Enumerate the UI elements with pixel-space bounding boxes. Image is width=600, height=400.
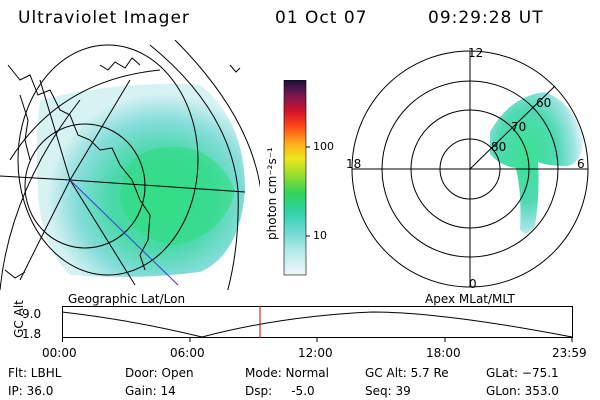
scan-track-line: [69, 179, 179, 286]
colorbar-gradient: [283, 80, 307, 276]
status-glon: GLon: 353.0: [486, 384, 559, 398]
geographic-map: [0, 40, 260, 290]
polar-plot-caption: Apex MLat/MLT: [425, 292, 515, 306]
latitude-arc: [9, 69, 161, 161]
polar-axis-diagonal: [469, 85, 556, 170]
status-glat: GLat: −75.1: [486, 366, 559, 380]
colorbar: photon cm⁻²s⁻¹: [265, 80, 310, 276]
meridian-line: [69, 179, 246, 193]
colorbar-tick-100: 100: [313, 140, 334, 153]
mlt-label-18: 18: [346, 157, 362, 171]
status-mode: Mode: Normal: [245, 366, 329, 380]
mlat-label-80: 80: [491, 140, 507, 154]
polar-plot: [351, 50, 589, 288]
status-filter: Flt: LBHL: [8, 366, 62, 380]
colorbar-label: photon cm⁻²s⁻¹: [265, 147, 279, 240]
mlat-label-70: 70: [511, 120, 527, 134]
polar-emission-region: [490, 92, 583, 234]
altitude-curve: [62, 311, 573, 338]
colorbar-tick-10: 10: [313, 229, 327, 242]
altitude-plot: [62, 306, 573, 342]
altitude-xtick-0600: 06:00: [170, 346, 205, 360]
status-door: Door: Open: [125, 366, 194, 380]
latitude-circle: [24, 123, 146, 249]
altitude-ytick-low: 1.8: [22, 327, 42, 341]
altitude-xtick-2359: 23:59: [552, 346, 587, 360]
altitude-ytick-high: 9.0: [22, 307, 42, 321]
altitude-xtick-0000: 00:00: [42, 346, 77, 360]
status-ip: IP: 36.0: [8, 384, 54, 398]
status-seq: Seq: 39: [365, 384, 411, 398]
left-map-caption: Geographic Lat/Lon: [68, 292, 186, 306]
altitude-xtick-1800: 18:00: [426, 346, 461, 360]
mlt-label-0: 0: [469, 277, 477, 291]
observation-date: 01 Oct 07: [275, 8, 368, 28]
status-dsp: Dsp: -5.0: [245, 384, 315, 398]
mlat-label-60: 60: [536, 96, 552, 110]
altitude-xtick-1200: 12:00: [298, 346, 333, 360]
coastline: [7, 64, 151, 271]
status-gain: Gain: 14: [125, 384, 176, 398]
status-gc-alt: GC Alt: 5.7 Re: [365, 366, 449, 380]
observation-time: 09:29:28 UT: [428, 8, 544, 28]
mlt-label-6: 6: [577, 157, 585, 171]
mlt-label-12: 12: [468, 46, 484, 60]
instrument-title: Ultraviolet Imager: [18, 8, 190, 28]
